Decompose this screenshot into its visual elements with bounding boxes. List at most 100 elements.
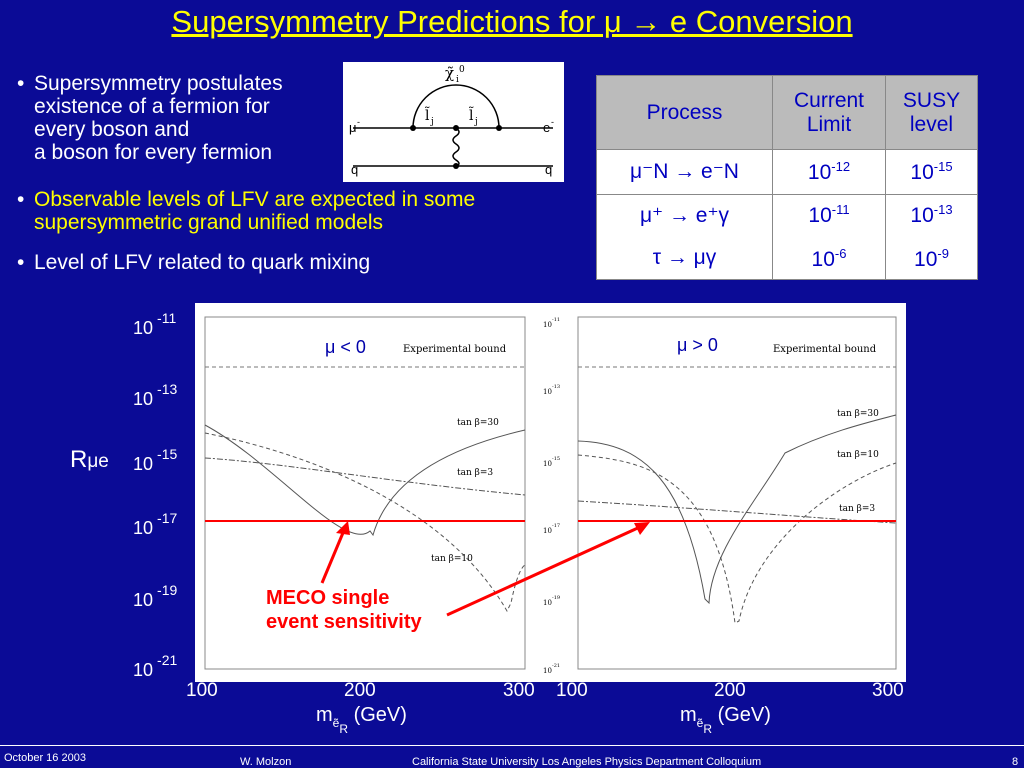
quark-in-label: q (351, 162, 358, 177)
y-axis-label: Rμe (70, 446, 109, 474)
page-title: Supersymmetry Predictions for μ → e Conv… (171, 4, 853, 39)
current-tau-base: 10 (811, 247, 835, 271)
right-xlabel-unit: (GeV) (717, 704, 771, 726)
current-mu-n-exp: -12 (831, 158, 851, 174)
header-current-limit-text: Current Limit (793, 88, 865, 136)
right-yexp-2: -13 (552, 384, 560, 390)
ytick-4: 10 -17 (133, 510, 177, 539)
right-label-tanb10: tan β=10 (837, 450, 879, 460)
right-ytick-3: 10 (543, 460, 552, 468)
right-curve-tanb30 (577, 414, 897, 605)
susy-mu-n-base: 10 (910, 160, 934, 184)
header-susy-level-text: SUSY level (902, 88, 961, 136)
susy-tau-exp: -9 (937, 245, 949, 261)
left-xtick-100: 100 (186, 680, 218, 701)
electron-label: e (543, 120, 550, 135)
bullet-2: • Observable levels of LFV are expected … (17, 188, 476, 234)
header-process: Process (596, 74, 773, 151)
left-label-tanb3: tan β=3 (457, 468, 493, 478)
quark-out-label: q (545, 162, 552, 177)
ytick-4-base: 10 (133, 518, 154, 538)
footer-venue: California State University Los Angeles … (412, 756, 762, 768)
current-mu-egamma-base: 10 (808, 203, 832, 227)
bullet-2-line-2: supersymmetric grand unified models (34, 211, 383, 234)
right-xlabel-m: m (680, 704, 697, 726)
process-mu-egamma: μ⁺ → e⁺γ (639, 204, 730, 228)
y-axis-label-main: R (70, 446, 88, 473)
right-x-axis-label: mẽR (GeV) (680, 704, 771, 736)
process-mu-n: μ⁻N → e⁻N (596, 149, 773, 195)
susy-tau-base: 10 (914, 247, 938, 271)
right-curve-tanb10 (577, 454, 897, 624)
susy-mu-n-exp: -15 (933, 158, 953, 174)
bullet-3: • Level of LFV related to quark mixing (17, 251, 371, 274)
right-slepton-sub: j (474, 117, 478, 127)
bullet-1: • Supersymmetry postulates existence of … (17, 72, 283, 164)
ytick-6-exp: -21 (157, 652, 178, 668)
ytick-5-exp: -19 (157, 582, 178, 598)
muon-sup: - (357, 117, 360, 127)
left-curve-tanb10 (204, 432, 526, 613)
plots-svg: μ < 0 Experimental bound tan β=30 tan β=… (204, 316, 897, 675)
right-ytick-5: 10 (543, 599, 552, 607)
ytick-5: 10 -19 (133, 582, 177, 611)
left-slepton-sub: j (430, 117, 434, 127)
bullet-1-line-4: a boson for every fermion (34, 141, 273, 164)
ytick-2-base: 10 (133, 389, 154, 409)
ytick-4-exp: -17 (157, 510, 178, 526)
bullet-1-line-3: every boson and (34, 118, 190, 141)
meco-label: MECO single event sensitivity (264, 586, 424, 634)
meco-arrow-left-head (336, 521, 350, 535)
left-xtick-300: 300 (503, 680, 535, 701)
right-label-tanb30: tan β=30 (837, 409, 879, 419)
ytick-2-exp: -13 (157, 381, 178, 397)
left-curve-tanb3 (204, 457, 526, 496)
susy-mu-egamma-exp: -13 (933, 201, 953, 217)
meco-arrow-right-head (634, 522, 650, 535)
y-axis-label-sub: μe (87, 451, 109, 472)
left-xtick-200: 200 (344, 680, 376, 701)
meco-arrow-right (446, 525, 641, 617)
right-yexp-3: -15 (552, 456, 560, 462)
susy-level-mu-n: 10-15 (885, 149, 978, 195)
bullet-3-line-1: Level of LFV related to quark mixing (34, 251, 371, 274)
left-curve-tanb30 (204, 424, 526, 537)
muon-label: μ (349, 120, 357, 135)
meco-line-1: MECO single (266, 587, 390, 609)
meco-arrow-left (320, 527, 347, 584)
susy-mu-egamma-base: 10 (910, 203, 934, 227)
ytick-1: 10 -11 (133, 310, 176, 339)
left-slepton-label: l̃ (425, 106, 430, 124)
left-xlabel-sub2: R (339, 722, 349, 736)
current-limit-mu-n: 10-12 (772, 149, 886, 195)
right-yexp-6: -21 (552, 663, 560, 669)
footer-page-number: 8 (1012, 756, 1019, 768)
neutralino-sup: 0 (459, 65, 465, 75)
bullet-1-line-1: Supersymmetry postulates (34, 72, 283, 95)
right-yexp-4: -17 (552, 523, 560, 529)
right-xtick-200: 200 (714, 680, 746, 701)
left-bound-label: Experimental bound (403, 344, 507, 355)
ytick-2: 10 -13 (133, 381, 177, 410)
left-xlabel-unit: (GeV) (353, 704, 407, 726)
left-x-axis-label: mẽR (GeV) (316, 704, 407, 736)
ytick-3: 10 -15 (133, 446, 177, 475)
right-yexp-5: -19 (552, 595, 560, 601)
process-tau-mugamma: τ → μγ (652, 246, 717, 270)
ytick-5-base: 10 (133, 590, 154, 610)
ytick-3-exp: -15 (157, 446, 178, 462)
footer-divider (0, 745, 1024, 746)
right-mu-annotation: μ > 0 (677, 335, 718, 355)
footer-date: October 16 2003 (4, 752, 86, 764)
right-yexp-1: -11 (552, 317, 560, 323)
neutralino-label: χ̃ (445, 64, 454, 82)
right-xlabel-sub2: R (703, 722, 713, 736)
feynman-diagram: χ̃ i 0 l̃ j l̃ j μ - e - q q (343, 62, 564, 182)
neutralino-sub: i (456, 75, 459, 85)
bullet-2-line-1: Observable levels of LFV are expected in… (34, 188, 476, 211)
ytick-1-exp: -11 (157, 310, 177, 326)
rates-table: Process Current Limit SUSY level μ⁻N → e… (596, 74, 978, 281)
footer-author: W. Molzon (240, 756, 292, 768)
electron-sup: - (551, 117, 554, 127)
right-label-tanb3: tan β=3 (839, 504, 875, 514)
